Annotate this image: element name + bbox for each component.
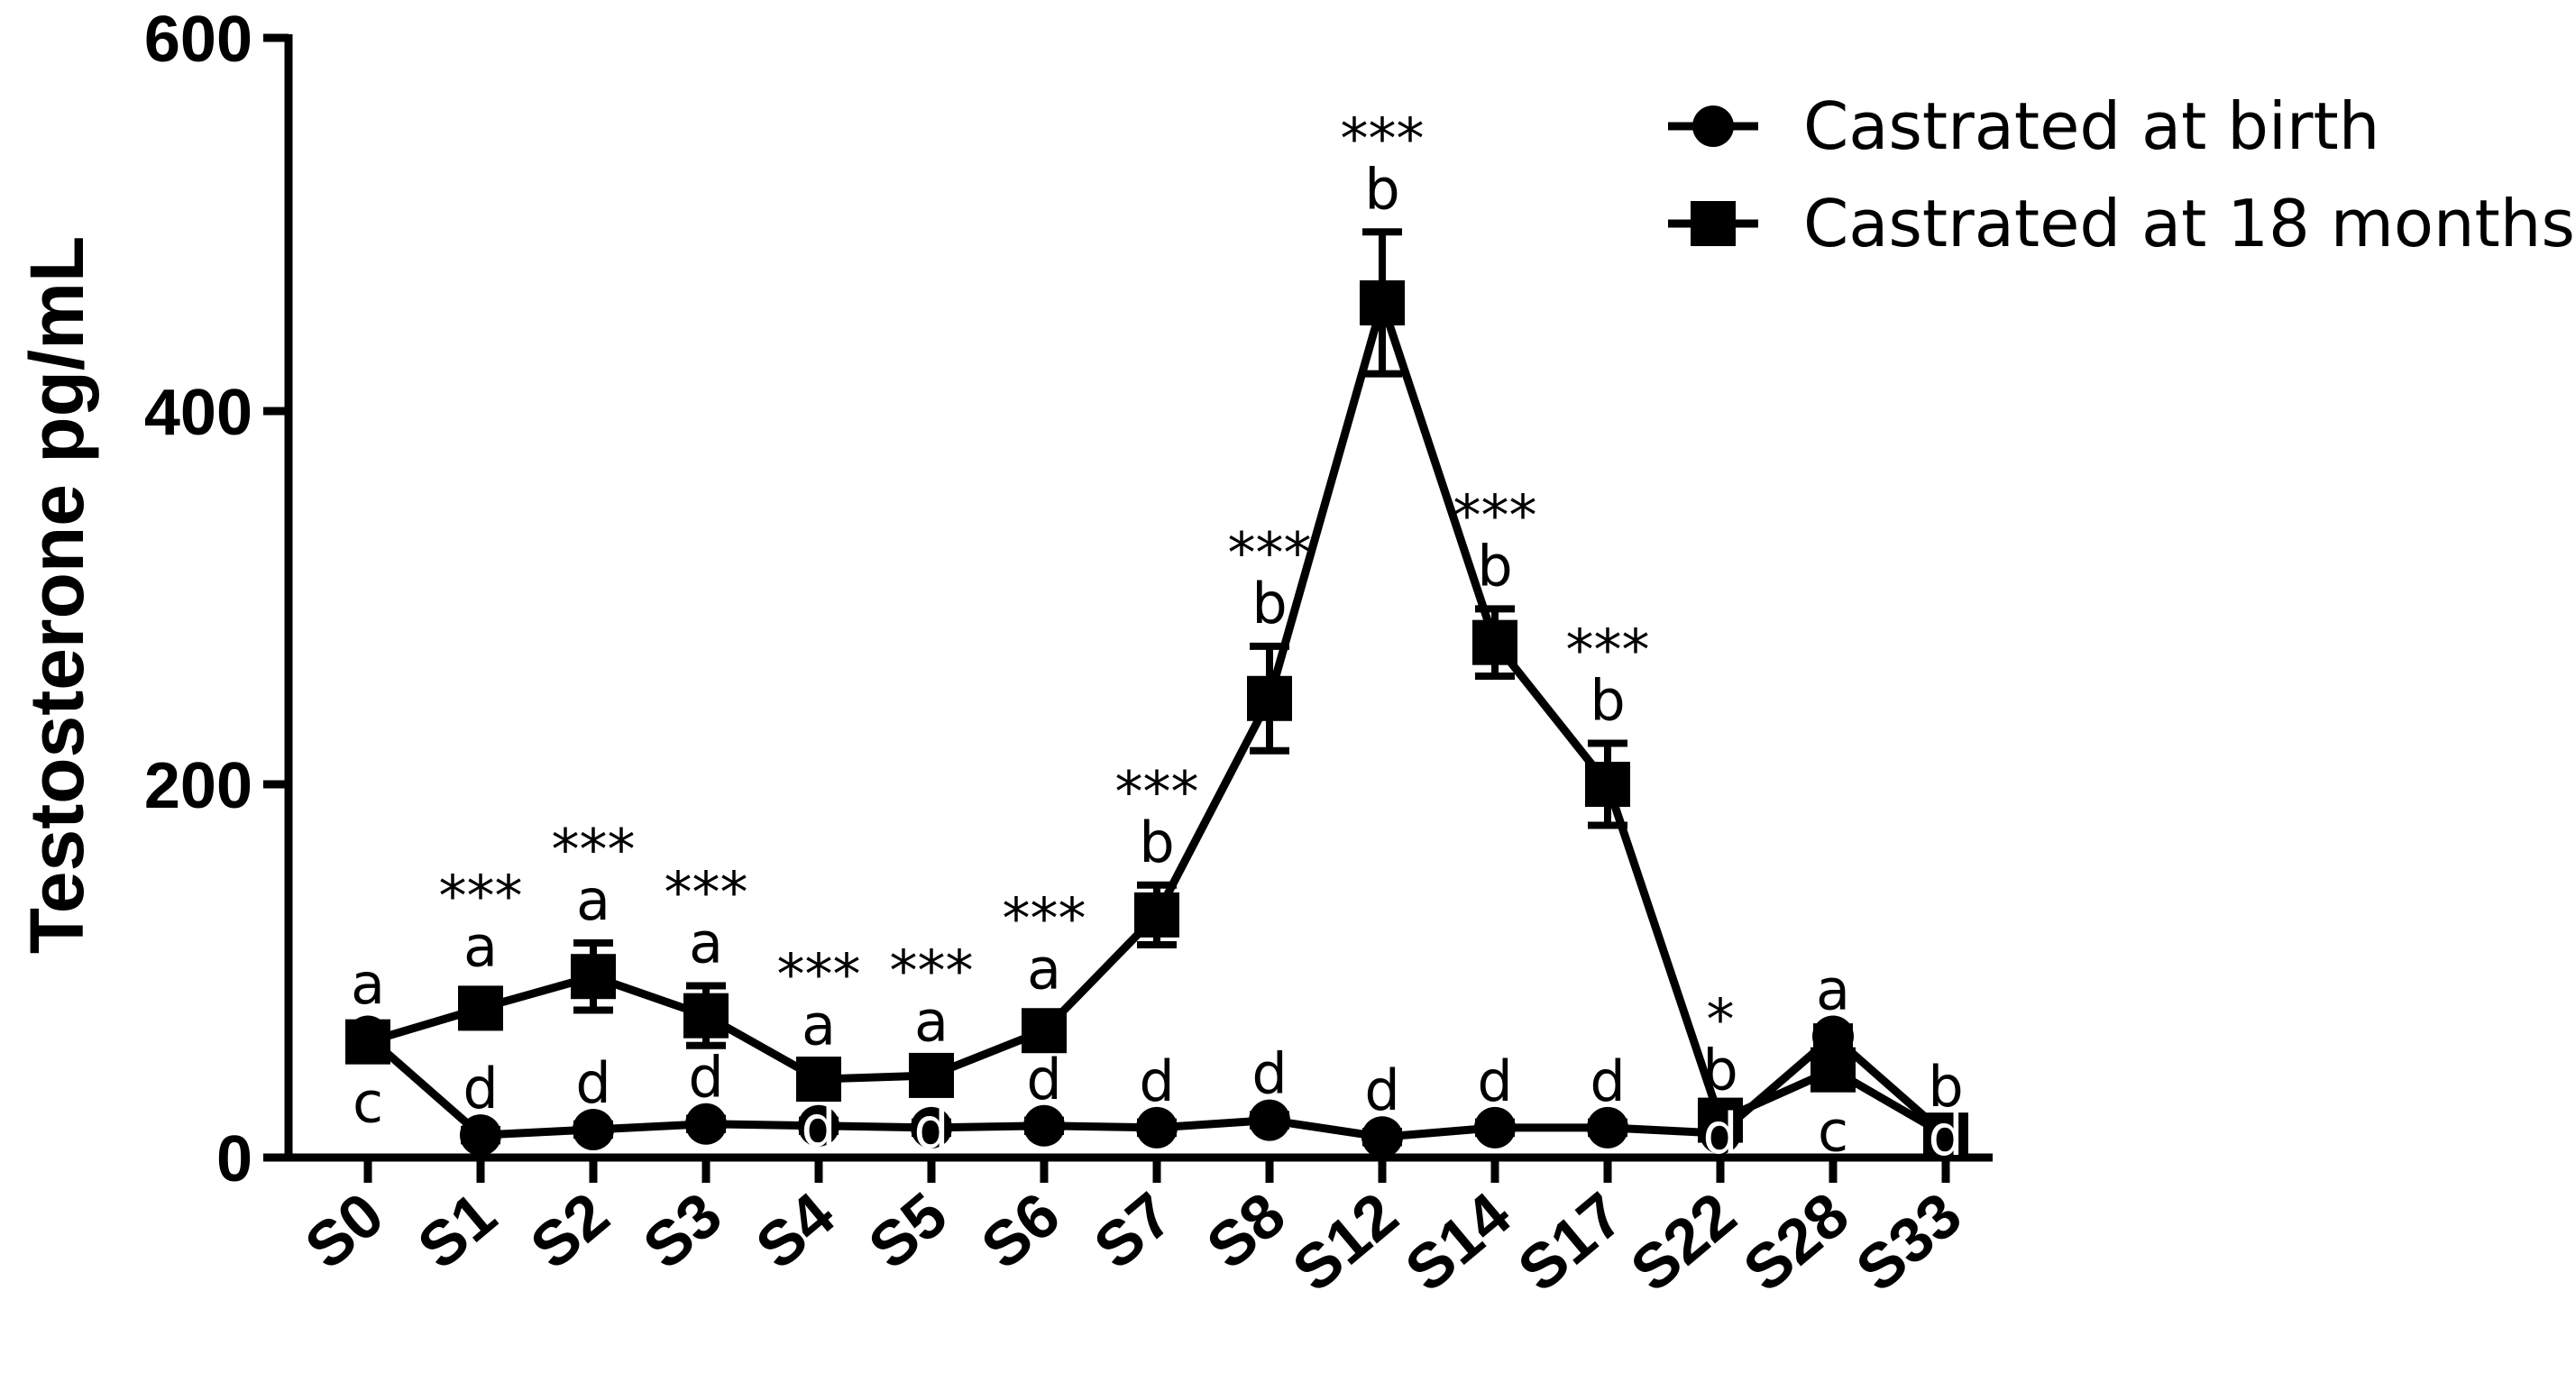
group-letter: a bbox=[576, 867, 610, 933]
group-letter: a bbox=[802, 993, 836, 1058]
data-point-circle bbox=[911, 1106, 952, 1149]
significance-stars: *** bbox=[552, 817, 636, 883]
data-point-square bbox=[571, 954, 616, 1000]
group-letter: d bbox=[1702, 1101, 1737, 1167]
group-letter: d bbox=[913, 1095, 949, 1161]
group-letter: d bbox=[1026, 1047, 1061, 1112]
y-tick-label: 600 bbox=[144, 4, 252, 76]
x-tick-label: S22 bbox=[1618, 1179, 1749, 1305]
data-point-circle bbox=[1812, 1015, 1854, 1057]
x-tick-label: S6 bbox=[968, 1179, 1073, 1283]
data-point-circle bbox=[1136, 1106, 1178, 1149]
significance-stars: *** bbox=[439, 864, 523, 929]
group-letter: a bbox=[351, 951, 385, 1017]
data-point-circle bbox=[1361, 1116, 1403, 1158]
x-tick-label: S7 bbox=[1081, 1179, 1186, 1283]
x-tick-label: S12 bbox=[1279, 1179, 1411, 1305]
y-tick-label: 0 bbox=[216, 1123, 252, 1195]
data-point-circle bbox=[1023, 1104, 1065, 1147]
y-tick-label: 400 bbox=[144, 377, 252, 449]
data-point-circle bbox=[1474, 1106, 1516, 1149]
legend-marker-circle bbox=[1692, 105, 1734, 147]
group-letter: d bbox=[1590, 1048, 1625, 1114]
annotation-layer: aca***da***da***da***da***da***db***db**… bbox=[351, 105, 1964, 1168]
group-letter: b bbox=[1477, 533, 1512, 599]
significance-stars: *** bbox=[777, 942, 861, 1008]
group-letter: d bbox=[1928, 1103, 1963, 1168]
group-letter: d bbox=[463, 1056, 498, 1121]
group-letter: c bbox=[1818, 1099, 1848, 1165]
data-point-circle bbox=[685, 1103, 727, 1145]
data-point-circle bbox=[1587, 1106, 1628, 1149]
group-letter: b bbox=[1702, 1037, 1737, 1103]
data-point-square bbox=[796, 1057, 841, 1103]
legend: Castrated at birth Castrated at 18 months bbox=[1668, 88, 2575, 261]
group-letter: c bbox=[353, 1069, 383, 1135]
group-letter: b bbox=[1928, 1054, 1963, 1120]
data-point-circle bbox=[798, 1104, 839, 1147]
x-tick-label: S2 bbox=[518, 1179, 622, 1283]
x-tick-label: S33 bbox=[1843, 1179, 1975, 1305]
significance-stars: *** bbox=[1341, 105, 1425, 171]
x-tick-label: S17 bbox=[1505, 1179, 1636, 1305]
legend-label: Castrated at 18 months bbox=[1803, 186, 2575, 261]
y-axis-title: Testosterone pg/mL bbox=[14, 236, 99, 955]
group-letter: a bbox=[1027, 937, 1061, 1002]
group-letter: d bbox=[688, 1045, 723, 1111]
group-letter: b bbox=[1364, 156, 1399, 222]
significance-stars: *** bbox=[1115, 759, 1199, 825]
x-tick-label: S4 bbox=[743, 1179, 848, 1283]
data-point-square bbox=[1134, 892, 1179, 938]
data-point-circle bbox=[1249, 1099, 1290, 1141]
group-letter: a bbox=[914, 989, 949, 1055]
group-letter: d bbox=[1477, 1048, 1512, 1114]
significance-stars: *** bbox=[665, 860, 748, 926]
group-letter: d bbox=[801, 1094, 836, 1159]
group-letter: a bbox=[463, 914, 498, 980]
series-layer bbox=[345, 228, 1968, 1158]
group-letter: b bbox=[1139, 810, 1174, 875]
data-point-square bbox=[683, 993, 729, 1039]
data-point-square bbox=[1360, 279, 1405, 325]
x-tick-label: S0 bbox=[292, 1179, 397, 1283]
legend-label: Castrated at birth bbox=[1803, 88, 2379, 164]
significance-stars: *** bbox=[1003, 886, 1086, 952]
group-letter: a bbox=[1816, 956, 1850, 1022]
data-point-square bbox=[909, 1052, 954, 1098]
data-point-square bbox=[1022, 1008, 1067, 1054]
group-letter: b bbox=[1590, 667, 1625, 733]
data-point-square bbox=[1811, 1047, 1856, 1093]
x-tick-label: S5 bbox=[856, 1179, 960, 1283]
significance-stars: *** bbox=[1228, 520, 1312, 586]
data-point-square bbox=[1923, 1112, 1968, 1158]
data-point-square bbox=[1585, 762, 1630, 807]
data-point-square bbox=[1698, 1097, 1743, 1143]
group-letter: d bbox=[1364, 1057, 1399, 1123]
group-letter: a bbox=[689, 911, 723, 976]
data-point-square bbox=[1247, 675, 1292, 721]
x-tick-label: S3 bbox=[630, 1179, 735, 1283]
x-tick-label: S8 bbox=[1194, 1179, 1298, 1283]
group-letter: b bbox=[1251, 571, 1287, 636]
group-letter: d bbox=[1251, 1041, 1287, 1107]
group-letter: d bbox=[1139, 1048, 1174, 1114]
legend-marker-square bbox=[1691, 201, 1736, 246]
data-point-square bbox=[458, 985, 503, 1031]
significance-stars: *** bbox=[1566, 617, 1650, 682]
group-letter: d bbox=[575, 1050, 610, 1116]
significance-stars: *** bbox=[890, 938, 974, 1004]
data-point-circle bbox=[460, 1114, 501, 1157]
data-point-square bbox=[345, 1019, 390, 1065]
x-tick-label: S14 bbox=[1392, 1179, 1524, 1305]
data-point-square bbox=[1472, 619, 1517, 665]
data-point-circle bbox=[573, 1108, 614, 1150]
y-tick-label: 200 bbox=[144, 750, 252, 822]
x-tick-label: S1 bbox=[405, 1179, 509, 1283]
significance-stars: *** bbox=[1453, 482, 1537, 548]
significance-stars: * bbox=[1707, 986, 1735, 1052]
x-tick-label: S28 bbox=[1730, 1179, 1862, 1305]
